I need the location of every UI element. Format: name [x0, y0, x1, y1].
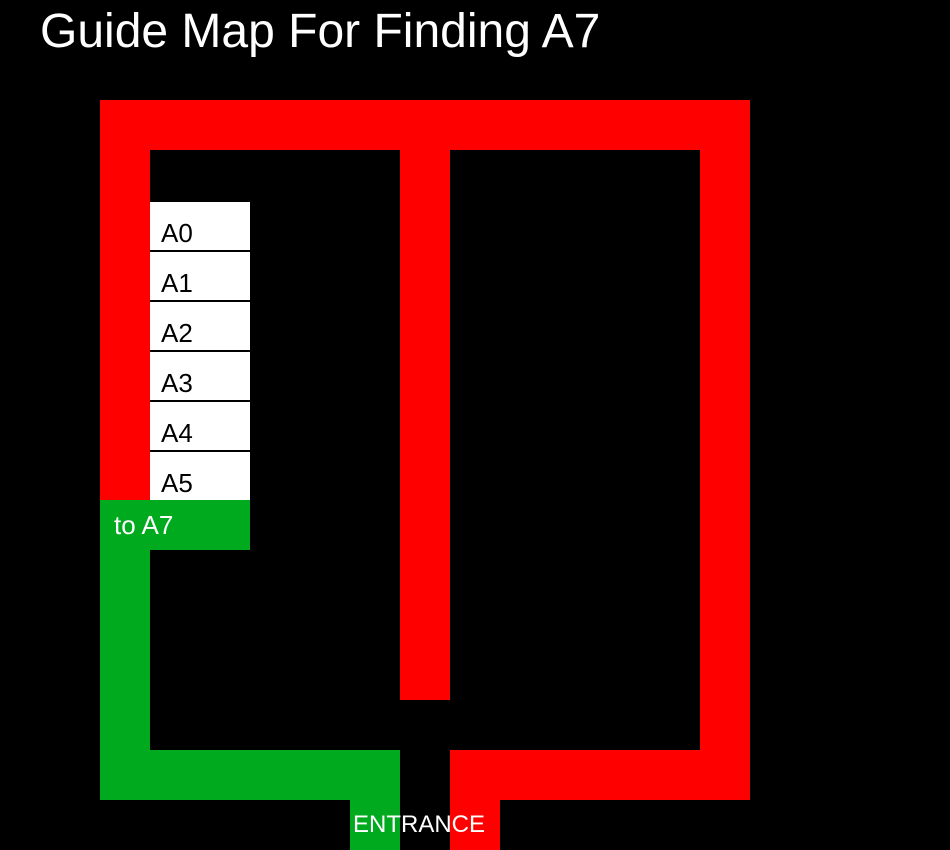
slot-a1[interactable]: A1 — [150, 252, 250, 300]
slot-label: A3 — [161, 368, 193, 398]
slot-label: A5 — [161, 468, 193, 498]
corridor-middle — [400, 100, 450, 700]
slot-label: A4 — [161, 418, 193, 448]
corridor-right — [700, 100, 750, 800]
slot-label: A0 — [161, 218, 193, 248]
route-entrance — [350, 750, 400, 850]
slot-a0[interactable]: A0 — [150, 202, 250, 250]
slot-a4[interactable]: A4 — [150, 402, 250, 450]
slot-a5[interactable]: A5 — [150, 452, 250, 500]
corridor-entrance-right — [450, 750, 500, 850]
route-label: to A7 — [114, 510, 174, 540]
entrance-label: ENTRANCE — [353, 811, 486, 838]
corridor-bottom-right — [450, 750, 750, 800]
slot-label: A2 — [161, 318, 193, 348]
slot-a3[interactable]: A3 — [150, 352, 250, 400]
map-title: Guide Map For Finding A7 — [40, 5, 601, 58]
slot-label: A1 — [161, 268, 193, 298]
corridor-left — [100, 100, 150, 500]
slot-a2[interactable]: A2 — [150, 302, 250, 350]
